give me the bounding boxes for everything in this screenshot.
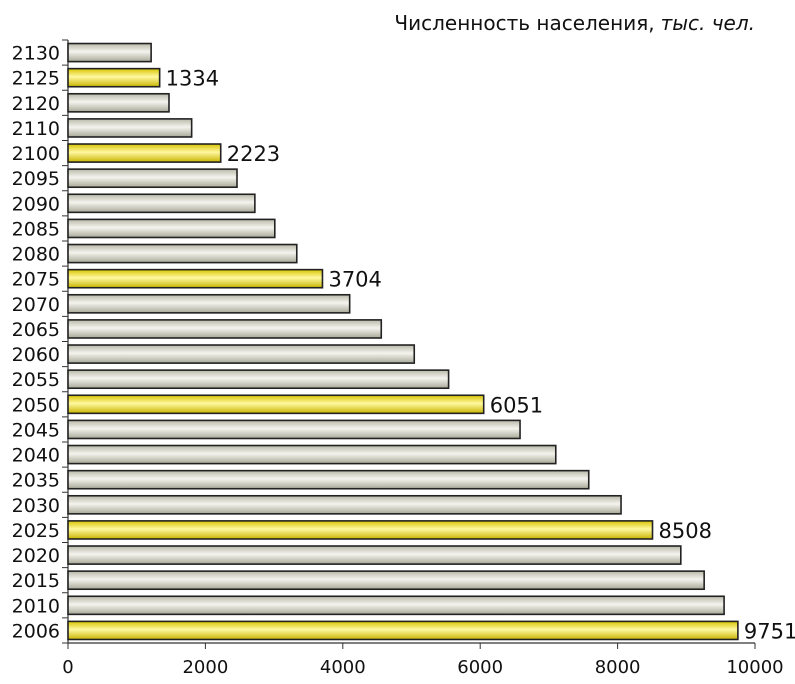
x-tick-labels: 0 2000 4000 6000 8000 10000 bbox=[62, 657, 783, 678]
x-tick-label: 8000 bbox=[595, 657, 641, 678]
bar-2010 bbox=[67, 595, 725, 616]
y-tick-label: 2065 bbox=[12, 319, 60, 341]
y-tick-label: 2050 bbox=[12, 394, 60, 416]
bar-2110 bbox=[67, 118, 193, 138]
bars-group bbox=[67, 42, 739, 641]
y-tick-label: 2070 bbox=[12, 294, 60, 316]
bar-2060 bbox=[67, 344, 416, 364]
x-tick-label: 0 bbox=[62, 657, 73, 678]
y-tick-label: 2015 bbox=[12, 570, 60, 592]
bar-2040 bbox=[67, 444, 557, 465]
bar-2055 bbox=[67, 369, 450, 390]
y-tick-labels: 2130 2125 2120 2110 2100 2095 2090 2085 2080 2075… bbox=[12, 43, 60, 643]
data-label-2006: 9751 bbox=[744, 619, 795, 643]
axes bbox=[62, 39, 756, 649]
y-tick-label: 2045 bbox=[12, 419, 60, 441]
y-tick-label: 2040 bbox=[12, 445, 60, 467]
bar-2100 bbox=[67, 143, 222, 163]
x-tick-label: 6000 bbox=[457, 657, 503, 678]
y-tick-label: 2075 bbox=[12, 269, 60, 291]
data-label-2050: 6051 bbox=[490, 393, 543, 417]
bar-2050 bbox=[67, 394, 485, 415]
bar-2085 bbox=[67, 218, 276, 239]
y-tick-label: 2025 bbox=[12, 520, 60, 542]
bar-2095 bbox=[67, 168, 238, 189]
bar-2125 bbox=[67, 67, 161, 88]
y-tick-label: 2020 bbox=[12, 545, 60, 567]
chart-title-unit: тыс. чел. bbox=[661, 11, 755, 35]
bar-2070 bbox=[67, 293, 351, 314]
y-tick-label: 2130 bbox=[12, 43, 60, 65]
chart-title-main: Численность населения, bbox=[394, 11, 654, 35]
data-labels: 1334 2223 3704 6051 8508 9751 bbox=[166, 67, 795, 644]
bar-2075 bbox=[67, 268, 324, 289]
bar-2120 bbox=[67, 92, 170, 113]
y-tick-label: 2030 bbox=[12, 495, 60, 517]
data-label-2025: 8508 bbox=[658, 519, 711, 543]
data-label-2100: 2223 bbox=[227, 142, 280, 166]
bar-2080 bbox=[67, 243, 298, 264]
bar-2025 bbox=[67, 520, 654, 540]
y-tick-label: 2095 bbox=[12, 168, 60, 190]
y-tick-label: 2055 bbox=[12, 369, 60, 391]
y-tick-label: 2120 bbox=[12, 93, 60, 115]
bar-2020 bbox=[67, 545, 682, 565]
bar-2006 bbox=[67, 620, 739, 641]
x-tick-label: 10000 bbox=[726, 657, 783, 678]
y-tick-label: 2035 bbox=[12, 470, 60, 492]
bar-2030 bbox=[67, 494, 622, 515]
y-tick-label: 2010 bbox=[12, 595, 60, 617]
x-tick-label: 2000 bbox=[182, 657, 228, 678]
y-tick-label: 2100 bbox=[12, 143, 60, 165]
y-tick-label: 2080 bbox=[12, 244, 60, 266]
y-tick-label: 2060 bbox=[12, 344, 60, 366]
bar-2130 bbox=[67, 42, 152, 63]
bar-2015 bbox=[67, 570, 705, 591]
x-tick-label: 4000 bbox=[320, 657, 366, 678]
bar-2090 bbox=[67, 193, 256, 214]
y-tick-label: 2006 bbox=[12, 620, 60, 642]
bar-2035 bbox=[67, 469, 590, 490]
bar-2045 bbox=[67, 419, 521, 440]
data-label-2075: 3704 bbox=[328, 268, 381, 292]
data-label-2125: 1334 bbox=[166, 67, 219, 91]
y-tick-label: 2090 bbox=[12, 193, 60, 215]
chart-title: Численность населения, тыс. чел. bbox=[394, 11, 755, 35]
y-tick-label: 2085 bbox=[12, 218, 60, 240]
y-tick-label: 2125 bbox=[12, 68, 60, 90]
y-tick-label: 2110 bbox=[12, 118, 60, 140]
bar-2065 bbox=[67, 319, 383, 339]
